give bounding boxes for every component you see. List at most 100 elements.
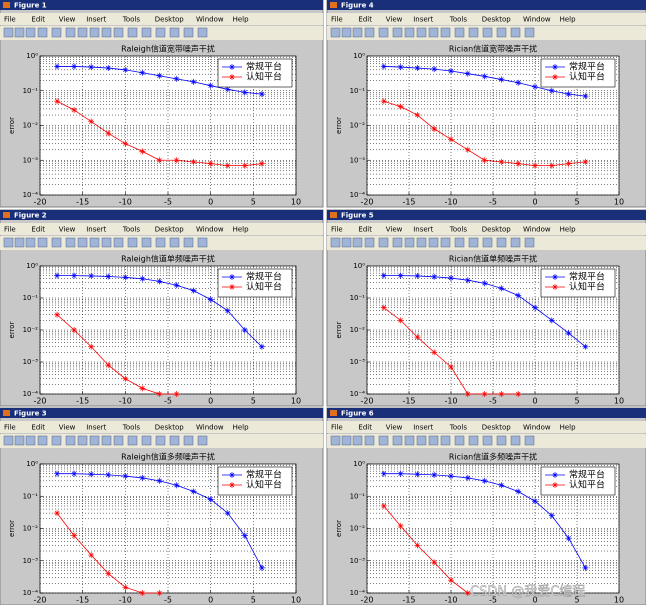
- menu-item[interactable]: View: [386, 16, 403, 24]
- toolbar-button[interactable]: [392, 27, 403, 38]
- toolbar-button[interactable]: [496, 27, 507, 38]
- toolbar-button[interactable]: [440, 435, 451, 446]
- toolbar-button[interactable]: [378, 435, 389, 446]
- toolbar-button[interactable]: [352, 27, 363, 38]
- toolbar-button[interactable]: [127, 435, 138, 446]
- toolbar-button[interactable]: [482, 27, 493, 38]
- toolbar-button[interactable]: [524, 27, 535, 38]
- toolbar-button[interactable]: [25, 435, 36, 446]
- toolbar-button[interactable]: [141, 435, 152, 446]
- toolbar-button[interactable]: [101, 27, 112, 38]
- toolbar-button[interactable]: [51, 27, 62, 38]
- toolbar-button[interactable]: [37, 435, 48, 446]
- toolbar-button[interactable]: [141, 237, 152, 248]
- toolbar-button[interactable]: [197, 27, 208, 38]
- toolbar-button[interactable]: [51, 435, 62, 446]
- toolbar-button[interactable]: [155, 27, 166, 38]
- toolbar-button[interactable]: [14, 27, 25, 38]
- toolbar-button[interactable]: [169, 435, 180, 446]
- toolbar-button[interactable]: [155, 435, 166, 446]
- menu-item[interactable]: Edit: [31, 226, 45, 234]
- toolbar-button[interactable]: [341, 435, 352, 446]
- menu-item[interactable]: File: [331, 16, 343, 24]
- toolbar-button[interactable]: [440, 27, 451, 38]
- toolbar-button[interactable]: [468, 27, 479, 38]
- menu-item[interactable]: Insert: [413, 16, 433, 24]
- toolbar-button[interactable]: [440, 237, 451, 248]
- toolbar-button[interactable]: [101, 237, 112, 248]
- menu-item[interactable]: Help: [560, 16, 577, 24]
- toolbar-button[interactable]: [37, 27, 48, 38]
- toolbar-button[interactable]: [89, 435, 100, 446]
- menu-item[interactable]: View: [59, 226, 76, 234]
- toolbar-button[interactable]: [89, 27, 100, 38]
- toolbar-button[interactable]: [428, 435, 439, 446]
- menu-item[interactable]: Help: [560, 424, 577, 432]
- toolbar-button[interactable]: [25, 27, 36, 38]
- menu-item[interactable]: Tools: [449, 226, 468, 234]
- toolbar-button[interactable]: [183, 237, 194, 248]
- menu-item[interactable]: View: [386, 226, 403, 234]
- toolbar-button[interactable]: [25, 237, 36, 248]
- menu-item[interactable]: Tools: [122, 16, 141, 24]
- menu-item[interactable]: File: [4, 424, 16, 432]
- toolbar-button[interactable]: [14, 435, 25, 446]
- menu-item[interactable]: Insert: [86, 16, 106, 24]
- toolbar-button[interactable]: [510, 27, 521, 38]
- toolbar-button[interactable]: [3, 27, 14, 38]
- menu-item[interactable]: Insert: [86, 424, 106, 432]
- toolbar-button[interactable]: [468, 435, 479, 446]
- menu-item[interactable]: Help: [233, 16, 250, 24]
- menu-item[interactable]: Window: [196, 16, 224, 24]
- toolbar-button[interactable]: [482, 435, 493, 446]
- menu-item[interactable]: Insert: [413, 226, 433, 234]
- toolbar-button[interactable]: [77, 237, 88, 248]
- toolbar-button[interactable]: [496, 237, 507, 248]
- toolbar-button[interactable]: [155, 237, 166, 248]
- toolbar-button[interactable]: [3, 237, 14, 248]
- toolbar-button[interactable]: [416, 435, 427, 446]
- toolbar-button[interactable]: [364, 27, 375, 38]
- toolbar-button[interactable]: [183, 27, 194, 38]
- toolbar-button[interactable]: [428, 27, 439, 38]
- toolbar-button[interactable]: [392, 435, 403, 446]
- toolbar-button[interactable]: [197, 237, 208, 248]
- toolbar-button[interactable]: [404, 237, 415, 248]
- menu-item[interactable]: Edit: [31, 16, 45, 24]
- toolbar-button[interactable]: [330, 237, 341, 248]
- toolbar-button[interactable]: [364, 237, 375, 248]
- toolbar-button[interactable]: [89, 237, 100, 248]
- menu-item[interactable]: Edit: [31, 424, 45, 432]
- menu-item[interactable]: Desktop: [482, 16, 511, 24]
- toolbar-button[interactable]: [510, 435, 521, 446]
- toolbar-button[interactable]: [169, 27, 180, 38]
- toolbar-button[interactable]: [14, 237, 25, 248]
- menu-item[interactable]: View: [59, 424, 76, 432]
- menu-item[interactable]: View: [386, 424, 403, 432]
- toolbar-button[interactable]: [524, 435, 535, 446]
- toolbar-button[interactable]: [330, 435, 341, 446]
- menu-item[interactable]: Desktop: [155, 16, 184, 24]
- toolbar-button[interactable]: [65, 435, 76, 446]
- menu-item[interactable]: Desktop: [482, 424, 511, 432]
- toolbar-button[interactable]: [404, 435, 415, 446]
- toolbar-button[interactable]: [341, 237, 352, 248]
- toolbar-button[interactable]: [51, 237, 62, 248]
- toolbar-button[interactable]: [428, 237, 439, 248]
- toolbar-button[interactable]: [496, 435, 507, 446]
- menu-item[interactable]: File: [331, 424, 343, 432]
- toolbar-button[interactable]: [341, 27, 352, 38]
- menu-item[interactable]: Insert: [86, 226, 106, 234]
- menu-item[interactable]: Tools: [122, 424, 141, 432]
- toolbar-button[interactable]: [127, 237, 138, 248]
- toolbar-button[interactable]: [454, 237, 465, 248]
- toolbar-button[interactable]: [169, 237, 180, 248]
- toolbar-button[interactable]: [352, 237, 363, 248]
- toolbar-button[interactable]: [378, 237, 389, 248]
- menu-item[interactable]: Desktop: [482, 226, 511, 234]
- menu-item[interactable]: Help: [233, 424, 250, 432]
- menu-item[interactable]: Tools: [449, 424, 468, 432]
- menu-item[interactable]: Window: [523, 226, 551, 234]
- toolbar-button[interactable]: [37, 237, 48, 248]
- menu-item[interactable]: Edit: [358, 226, 372, 234]
